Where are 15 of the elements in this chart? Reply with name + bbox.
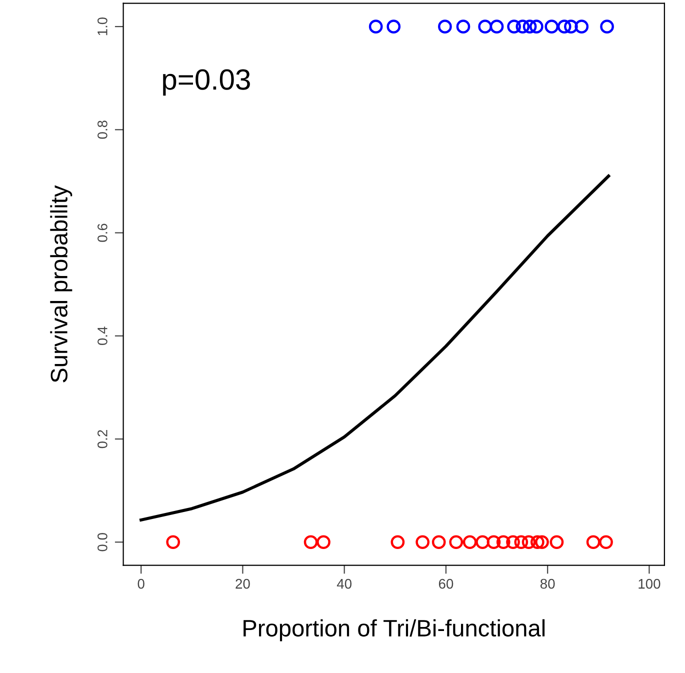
y-tick-label: 0.8 <box>98 120 108 139</box>
y-tick-label: 0.4 <box>98 326 108 346</box>
y-tick-label: 0.2 <box>98 430 108 448</box>
x-tick-label: 0 <box>138 578 144 589</box>
x-tick-label: 100 <box>638 578 660 589</box>
annotation: p=0.03 <box>163 69 250 96</box>
x-tick-label: 20 <box>236 578 250 589</box>
x-tick-label: 80 <box>540 578 555 589</box>
y-tick-label: 0.6 <box>98 224 108 242</box>
x-tick-label: 40 <box>336 578 352 589</box>
x-axis-title: Proportion of Tri/Bi-functional <box>244 619 545 642</box>
y-tick-label: 0.0 <box>98 533 108 552</box>
y-axis-title: Survival probability <box>50 185 72 382</box>
y-tick-label: 1.0 <box>98 17 108 36</box>
x-tick-label: 60 <box>438 578 454 589</box>
